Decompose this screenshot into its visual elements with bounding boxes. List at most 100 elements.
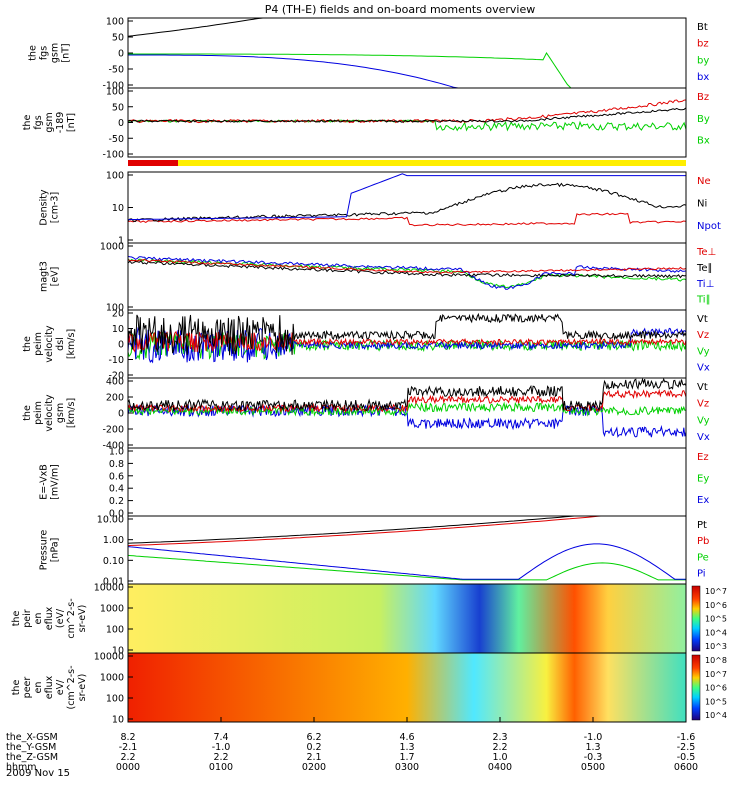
x-tick-label: 2.1 xyxy=(306,752,321,763)
legend-entry: Npot xyxy=(697,221,721,232)
colorbar-label: 10^3 xyxy=(705,642,727,651)
x-axis-row-label: hhmm xyxy=(6,762,37,773)
y-tick-label: -50 xyxy=(108,134,124,145)
series-line xyxy=(128,18,686,37)
y-tick-label: 10.00 xyxy=(97,515,124,526)
x-tick-label: 1.0 xyxy=(492,752,507,763)
x-tick-label: -1.0 xyxy=(584,732,603,743)
x-tick-label: 8.2 xyxy=(120,732,135,743)
panel-9: 10^8 10^7 10^6 10^5 10^4 10000 1000 100 10 the pee… xyxy=(11,652,727,726)
colorbar xyxy=(691,585,701,652)
y-tick-label: 200 xyxy=(106,393,124,404)
x-tick-label: 2.2 xyxy=(492,742,507,753)
legend-entry: Vz xyxy=(697,330,709,341)
legend-entry: Te⊥ xyxy=(696,247,716,258)
spectrogram xyxy=(128,584,686,653)
y-tick-label: -400 xyxy=(102,441,124,452)
y-tick-label: 0.2 xyxy=(109,496,124,507)
panel-1: 100 50 0 -50 -100 the fgs gsm -189 [nT] Bz By Bx xyxy=(22,87,710,161)
legend-entry: Vy xyxy=(697,415,710,426)
colorbar-label: 10^7 xyxy=(705,587,727,596)
y-axis-label: fgs xyxy=(33,115,44,129)
x-tick-label: -0.3 xyxy=(584,752,603,763)
series-line xyxy=(128,259,686,274)
y-axis-label: velocity xyxy=(44,394,55,432)
y-axis-label: the xyxy=(22,405,33,421)
colorbar-label: 10^7 xyxy=(705,670,727,679)
series-line xyxy=(128,173,686,221)
x-tick-label: 1.3 xyxy=(399,742,414,753)
series-line xyxy=(128,378,686,412)
y-axis-label: dsl xyxy=(55,337,66,351)
legend-entry: By xyxy=(697,114,710,125)
legend-entry: Ne xyxy=(697,176,711,187)
y-axis-label: [nPa] xyxy=(50,538,61,563)
x-tick-label: 7.4 xyxy=(213,732,228,743)
x-tick-label: 6.2 xyxy=(306,732,321,743)
x-tick-label: 0100 xyxy=(209,762,233,773)
y-axis-label: the xyxy=(11,680,22,696)
series-line xyxy=(128,99,686,124)
y-axis-label: (cm^2-s- xyxy=(66,666,77,710)
y-tick-label: 20 xyxy=(112,309,124,320)
y-tick-label: 10 xyxy=(112,324,124,335)
legend-entry: Pi xyxy=(697,568,706,579)
y-tick-label: 0.6 xyxy=(109,471,124,482)
y-tick-label: 100 xyxy=(106,171,124,182)
y-axis-label: the xyxy=(22,115,33,131)
x-tick-label: -2.1 xyxy=(119,742,138,753)
y-tick-label: 1 xyxy=(118,236,124,247)
legend-entry: Ey xyxy=(697,474,709,485)
y-axis-label: [nT] xyxy=(66,113,77,132)
y-axis-label: velocity xyxy=(44,325,55,363)
y-axis-label: eflux xyxy=(44,606,55,630)
y-axis-label: fgs xyxy=(39,46,50,60)
y-tick-label: 1.0 xyxy=(109,447,124,458)
y-tick-label: 0.4 xyxy=(109,484,124,495)
mode-bar-red xyxy=(128,160,178,166)
y-tick-label: 0 xyxy=(118,340,124,351)
series-line xyxy=(128,260,686,279)
y-tick-label: 10 xyxy=(112,203,124,214)
y-tick-label: 10000 xyxy=(94,652,124,663)
y-axis-label: peim xyxy=(33,401,44,425)
colorbar-label: 10^8 xyxy=(705,656,727,665)
y-axis-label: [mV/m] xyxy=(50,464,61,500)
y-tick-label: 0.8 xyxy=(109,459,124,470)
y-axis-label: eflux xyxy=(44,675,55,699)
y-axis-label: [nT] xyxy=(61,43,72,62)
y-tick-label: -100 xyxy=(102,150,124,161)
series-line xyxy=(128,258,686,289)
y-tick-label: -200 xyxy=(102,425,124,436)
panel-6: 1.00.80.6 0.40.2 0.0 E=-VxB [mV/m] Ez Ey Ex xyxy=(39,447,710,520)
legend-entry: Ex xyxy=(697,495,709,506)
y-tick-label: 100 xyxy=(106,87,124,98)
y-axis-label: Density xyxy=(39,189,50,225)
y-axis-label: magt3 xyxy=(39,261,50,292)
panel-0: 100 50 0 -50 -100 the fgs gsm [nT] Bt bz by bx xyxy=(28,17,710,92)
y-axis-label: the xyxy=(11,611,22,627)
x-tick-label: 0500 xyxy=(581,762,605,773)
panel-3: 1000 100 magt3 [eV] Te⊥ Te∥ Ti⊥ Ti∥ xyxy=(39,242,717,314)
y-tick-label: 0.0 xyxy=(109,509,124,520)
series-line xyxy=(128,516,608,547)
y-axis-label: Pressure xyxy=(39,530,50,571)
x-tick-label: 0.2 xyxy=(306,742,321,753)
y-tick-label: 10000 xyxy=(94,583,124,594)
y-axis-label: the xyxy=(22,336,33,352)
x-tick-label: 0400 xyxy=(488,762,512,773)
panel-8: 10^7 10^6 10^5 10^4 10^3 10000 1000 100 10 the pei… xyxy=(11,583,727,657)
y-tick-label: -10 xyxy=(108,355,124,366)
y-axis-label: en xyxy=(33,613,44,625)
legend-entry: bx xyxy=(697,72,709,83)
plot-frame xyxy=(127,17,687,89)
panel-5: 400 200 0 -200 -400 the peim velocity gsm [km/s] V… xyxy=(22,377,710,452)
legend-entry: Ez xyxy=(697,452,709,463)
y-tick-label: 1000 xyxy=(100,673,124,684)
y-axis-label: sr-eV) xyxy=(77,674,88,702)
x-tick-label: -1.6 xyxy=(677,732,696,743)
x-tick-label: 2.2 xyxy=(120,752,135,763)
y-tick-label: 1.00 xyxy=(103,535,124,546)
y-tick-label: 0 xyxy=(118,49,124,60)
legend-entry: Vt xyxy=(697,314,708,325)
